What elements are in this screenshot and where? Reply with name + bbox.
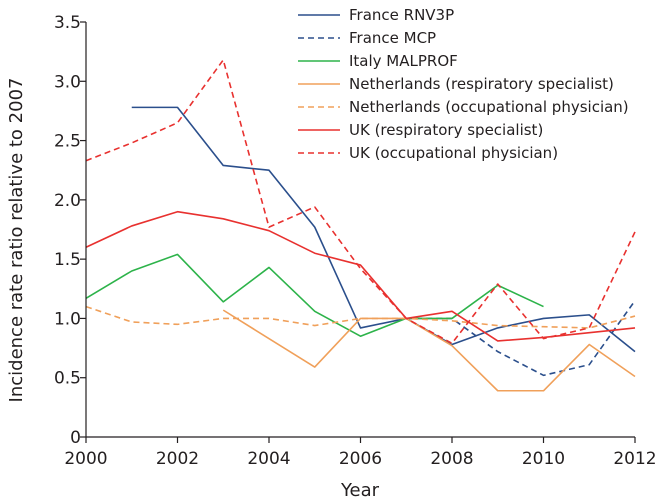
series-line-france-mcp: [406, 300, 636, 377]
ticks-layer: 0 0.5 1.0 1.5 2.0 2.5 3.0 3.5 2000 2002 2004 2006 20…: [54, 13, 657, 469]
legend-label-italy-malprof: Italy MALPROF: [349, 52, 458, 70]
y-tick-label: 2.5: [54, 132, 81, 152]
x-tick-label: 2010: [522, 449, 565, 469]
x-tick-label: 2002: [156, 449, 199, 469]
y-tick-label: 1.0: [54, 309, 81, 329]
y-tick-label: 3.0: [54, 72, 81, 92]
x-axis-title: Year: [340, 480, 380, 501]
legend-label-uk-respiratory-specialist: UK (respiratory specialist): [349, 121, 543, 139]
x-tick-label: 2000: [64, 449, 107, 469]
series-layer: [85, 59, 636, 392]
x-tick-label: 2008: [430, 449, 473, 469]
y-tick-label: 0.5: [54, 369, 81, 389]
y-axis-title: Incidence rate ratio relative to 2007: [6, 78, 27, 403]
y-tick-label: 0: [70, 428, 81, 448]
legend-label-france-mcp: France MCP: [349, 29, 436, 47]
x-tick-label: 2012: [613, 449, 656, 469]
y-tick-label: 3.5: [54, 13, 81, 33]
legend-label-france-rnv3p: France RNV3P: [349, 6, 454, 24]
series-line-uk-respiratory-specialist: [85, 210, 636, 342]
series-line-netherlands-occupational-physician: [85, 305, 636, 329]
y-tick-label: 2.0: [54, 191, 81, 211]
legend-label-netherlands-occupational-physician: Netherlands (occupational physician): [349, 98, 629, 116]
series-line-netherlands-respiratory-specialist: [222, 309, 636, 392]
y-tick-label: 1.5: [54, 250, 81, 270]
series-line-italy-malprof: [85, 253, 544, 338]
x-tick-label: 2006: [339, 449, 382, 469]
x-tick-label: 2004: [247, 449, 290, 469]
legend-label-uk-occupational-physician: UK (occupational physician): [349, 144, 558, 162]
legend-label-netherlands-respiratory-specialist: Netherlands (respiratory specialist): [349, 75, 614, 93]
legend: France RNV3P France MCP Italy MALPROF Nethe…: [298, 6, 629, 162]
series-line-france-rnv3p: [131, 106, 636, 353]
series-line-uk-occupational-physician: [85, 59, 636, 345]
